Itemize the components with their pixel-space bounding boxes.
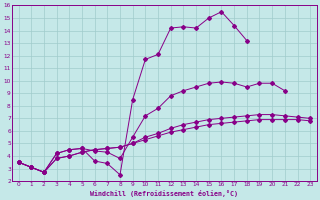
X-axis label: Windchill (Refroidissement éolien,°C): Windchill (Refroidissement éolien,°C) [90,190,238,197]
